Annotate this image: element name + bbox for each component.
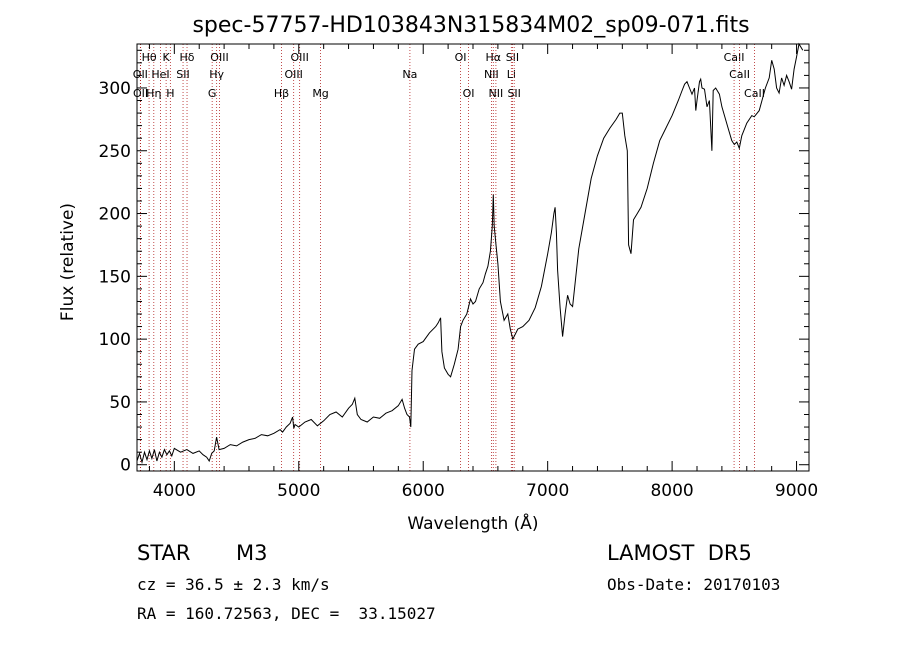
line-marker-label: G (208, 87, 217, 100)
line-marker-label: SII (507, 87, 520, 100)
line-marker-label: Hγ (209, 68, 224, 81)
chart-title: spec-57757-HD103843N315834M02_sp09-071.f… (192, 13, 749, 38)
x-tick-label: 8000 (650, 481, 693, 501)
object-subclass: M3 (236, 541, 267, 565)
x-tick-label: 6000 (402, 481, 445, 501)
y-tick-label: 200 (99, 205, 131, 225)
line-marker-label: OIII (284, 68, 302, 81)
line-marker-label: CaII (724, 51, 745, 64)
spectrum-line (136, 42, 804, 465)
spectrum-line-layer (136, 42, 804, 465)
y-tick-label: 250 (99, 142, 131, 162)
x-tick-label: 9000 (775, 481, 818, 501)
y-tick-label: 100 (99, 330, 131, 350)
line-marker-label: SII (176, 68, 189, 81)
plot-frame (136, 43, 810, 472)
line-marker-label: OIII (210, 51, 228, 64)
line-marker-label: K (163, 51, 171, 64)
line-marker-label: OIII (290, 51, 308, 64)
line-marker-label: Hβ (274, 87, 289, 100)
y-tick-label: 50 (109, 393, 131, 413)
line-marker-label: Hα (486, 51, 502, 64)
line-marker-label: NII (484, 68, 499, 81)
y-tick-label: 0 (120, 456, 131, 476)
x-tick-label: 4000 (153, 481, 196, 501)
line-marker-label: Hη (146, 87, 161, 100)
x-axis-label: Wavelength (Å) (407, 512, 538, 534)
axis-ticks: 4000 5000 6000 7000 8000 9000 0 50 100 150 200 250 3… (99, 44, 818, 501)
line-marker-label: SII (506, 51, 519, 64)
line-marker-label: CaII (744, 87, 765, 100)
y-axis-label: Flux (relative) (58, 203, 78, 321)
y-tick-label: 150 (99, 267, 131, 287)
x-tick-label: 5000 (277, 481, 320, 501)
x-tick-label: 7000 (526, 481, 569, 501)
line-marker-label: Li (507, 68, 516, 81)
line-marker-label: Na (402, 68, 417, 81)
line-marker-label: H (166, 87, 174, 100)
line-marker-label: Hδ (180, 51, 195, 64)
line-marker-label: Mg (312, 87, 328, 100)
redshift-text: cz = 36.5 ± 2.3 km/s (137, 575, 330, 594)
line-marker-label: Hθ (142, 51, 157, 64)
line-marker-label: OI (455, 51, 467, 64)
line-marker-label: HeI (151, 68, 169, 81)
obs-date-text: Obs-Date: 20170103 (607, 575, 780, 594)
line-marker-label: NII (489, 87, 504, 100)
survey-name: LAMOST DR5 (607, 541, 752, 565)
coords-text: RA = 160.72563, DEC = 33.15027 (137, 604, 436, 623)
object-class: STAR (137, 541, 190, 565)
line-marker-label: OI (463, 87, 475, 100)
line-marker-label: CaII (729, 68, 750, 81)
y-tick-label: 300 (99, 79, 131, 99)
